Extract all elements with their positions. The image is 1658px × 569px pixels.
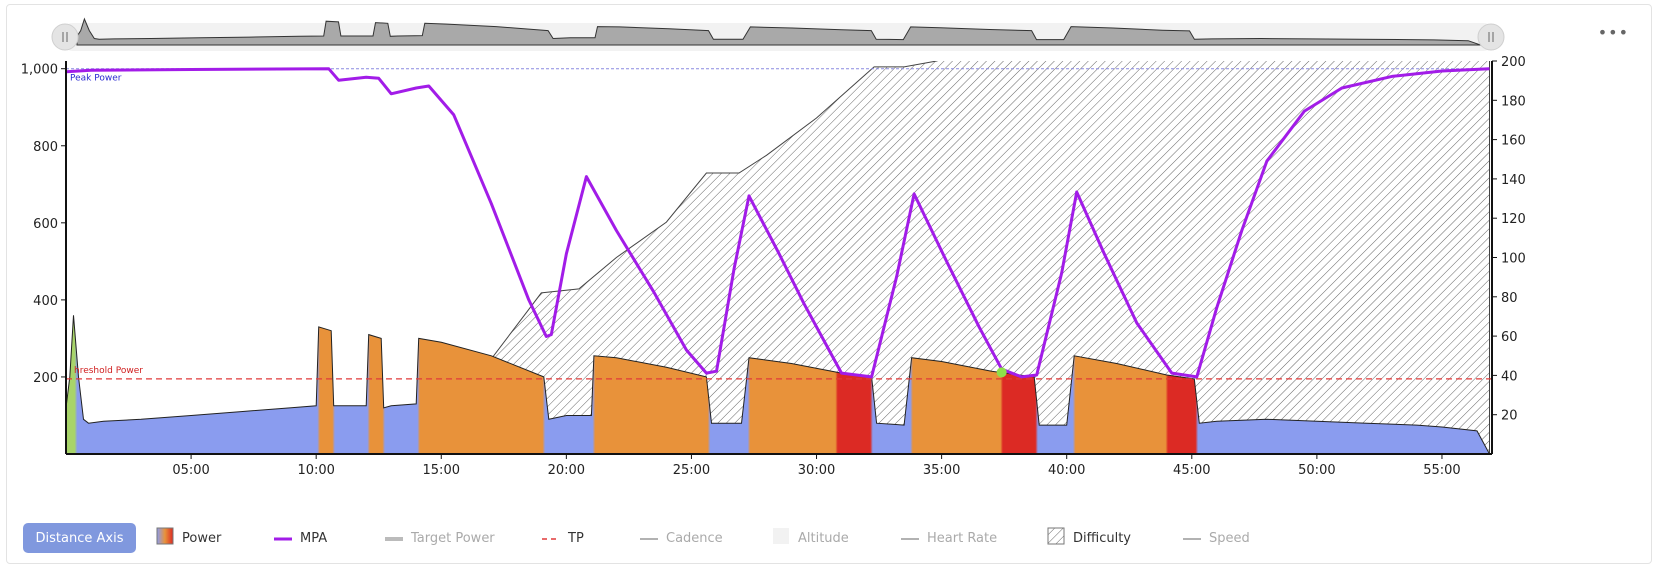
legend-label: TP bbox=[568, 530, 584, 546]
y-left-tick-label: 200 bbox=[33, 371, 58, 386]
line-swatch-icon bbox=[640, 531, 658, 546]
legend-label: Target Power bbox=[411, 530, 495, 546]
y-right-ticks: 20 40 60 80 100 120 140 160 180 200 bbox=[1492, 55, 1526, 424]
legend-item-tp[interactable]: TP bbox=[542, 523, 584, 553]
line-swatch-icon bbox=[1183, 531, 1201, 546]
power-outline bbox=[66, 315, 1490, 454]
distance-axis-button[interactable]: Distance Axis bbox=[23, 523, 136, 553]
legend-item-heart-rate[interactable]: Heart Rate bbox=[901, 523, 997, 553]
navigator-overview bbox=[76, 17, 1483, 46]
power-swatch-icon bbox=[156, 527, 174, 549]
navigator-left-handle[interactable] bbox=[51, 23, 79, 51]
legend-item-cadence[interactable]: Cadence bbox=[640, 523, 723, 553]
x-tick-label: 55:00 bbox=[1423, 463, 1460, 478]
legend: Distance Axis Power MPA Target Power TP … bbox=[23, 523, 1643, 553]
workout-chart: Peak Power hreshold Power 05:00 10:00 15:0… bbox=[21, 17, 1526, 478]
legend-label: Power bbox=[182, 530, 222, 546]
y-left-tick-label: 800 bbox=[33, 140, 58, 155]
legend-label: Speed bbox=[1209, 530, 1250, 546]
y-right-tick-label: 100 bbox=[1501, 252, 1526, 267]
y-right-tick-label: 160 bbox=[1501, 134, 1526, 149]
legend-item-mpa[interactable]: MPA bbox=[274, 523, 327, 553]
x-tick-label: 05:00 bbox=[172, 463, 209, 478]
y-left-tick-label: 600 bbox=[33, 217, 58, 232]
navigator[interactable] bbox=[51, 17, 1505, 51]
x-tick-label: 40:00 bbox=[1048, 463, 1085, 478]
legend-item-target-power[interactable]: Target Power bbox=[385, 523, 495, 553]
y-right-tick-label: 80 bbox=[1501, 291, 1518, 306]
y-left-tick-label: 1,000 bbox=[21, 63, 58, 78]
x-axis-ticks: 05:00 10:00 15:00 20:00 25:00 30:00 35:00 40:00… bbox=[172, 454, 1461, 478]
power-series bbox=[66, 315, 1490, 454]
x-tick-label: 10:00 bbox=[297, 463, 334, 478]
power-area bbox=[66, 315, 1490, 454]
x-tick-label: 45:00 bbox=[1173, 463, 1210, 478]
y-right-tick-label: 200 bbox=[1501, 55, 1526, 70]
more-options-icon[interactable]: ••• bbox=[1597, 23, 1629, 42]
y-right-tick-label: 20 bbox=[1501, 409, 1518, 424]
area-swatch-icon bbox=[772, 527, 790, 549]
legend-label: Difficulty bbox=[1073, 530, 1131, 546]
legend-label: MPA bbox=[300, 530, 328, 546]
line-swatch-icon bbox=[274, 531, 292, 546]
legend-item-difficulty[interactable]: Difficulty bbox=[1047, 523, 1131, 553]
x-tick-label: 30:00 bbox=[798, 463, 835, 478]
x-tick-label: 20:00 bbox=[548, 463, 585, 478]
chart-card: Peak Power hreshold Power 05:00 10:00 15:0… bbox=[6, 4, 1652, 564]
legend-label: Heart Rate bbox=[927, 530, 998, 546]
navigator-right-handle[interactable] bbox=[1477, 23, 1505, 51]
legend-item-altitude[interactable]: Altitude bbox=[772, 523, 849, 553]
dashed-line-swatch-icon bbox=[542, 531, 560, 546]
mpa-series bbox=[66, 67, 1490, 379]
threshold-power-label: hreshold Power bbox=[74, 366, 143, 376]
y-right-tick-label: 60 bbox=[1501, 330, 1518, 345]
mpa-cursor-marker[interactable] bbox=[996, 367, 1007, 378]
line-swatch-icon bbox=[385, 531, 403, 546]
x-tick-label: 50:00 bbox=[1298, 463, 1335, 478]
y-right-tick-label: 120 bbox=[1501, 212, 1526, 227]
peak-power-label: Peak Power bbox=[70, 74, 122, 84]
y-left-tick-label: 400 bbox=[33, 294, 58, 309]
hatch-swatch-icon bbox=[1047, 527, 1065, 549]
y-right-tick-label: 140 bbox=[1501, 173, 1526, 188]
y-right-tick-label: 180 bbox=[1501, 94, 1526, 109]
y-left-ticks: 200 400 600 800 1,000 bbox=[21, 63, 66, 386]
legend-label: Altitude bbox=[798, 530, 849, 546]
x-tick-label: 35:00 bbox=[923, 463, 960, 478]
line-swatch-icon bbox=[901, 531, 919, 546]
legend-item-power[interactable]: Power bbox=[156, 523, 221, 553]
x-tick-label: 15:00 bbox=[423, 463, 460, 478]
y-right-tick-label: 40 bbox=[1501, 369, 1518, 384]
x-tick-label: 25:00 bbox=[673, 463, 710, 478]
legend-label: Cadence bbox=[666, 530, 723, 546]
legend-item-speed[interactable]: Speed bbox=[1183, 523, 1250, 553]
